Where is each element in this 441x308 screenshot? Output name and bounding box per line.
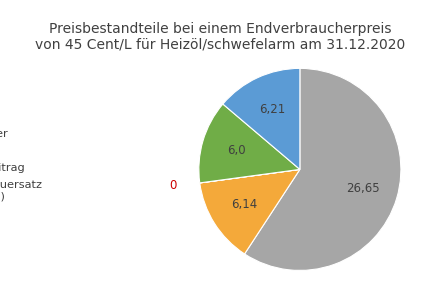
Text: 6,0: 6,0 bbox=[228, 144, 246, 157]
Text: Preisbestandteile bei einem Endverbraucherpreis
von 45 Cent/L für Heizöl/schwefe: Preisbestandteile bei einem Endverbrauch… bbox=[35, 22, 406, 52]
Wedge shape bbox=[199, 104, 300, 183]
Legend: Produktpreis, Energiesteuer, CO2-Abgabe, Deckungsbeitrag, Mehrwertsteuersatz
(20: Produktpreis, Energiesteuer, CO2-Abgabe,… bbox=[0, 112, 43, 202]
Wedge shape bbox=[245, 68, 401, 270]
Wedge shape bbox=[200, 169, 300, 254]
Wedge shape bbox=[223, 68, 300, 169]
Text: 6,21: 6,21 bbox=[259, 103, 285, 116]
Text: 26,65: 26,65 bbox=[346, 182, 380, 195]
Text: 0: 0 bbox=[169, 179, 177, 192]
Text: 6,14: 6,14 bbox=[231, 198, 258, 211]
Wedge shape bbox=[200, 169, 300, 183]
